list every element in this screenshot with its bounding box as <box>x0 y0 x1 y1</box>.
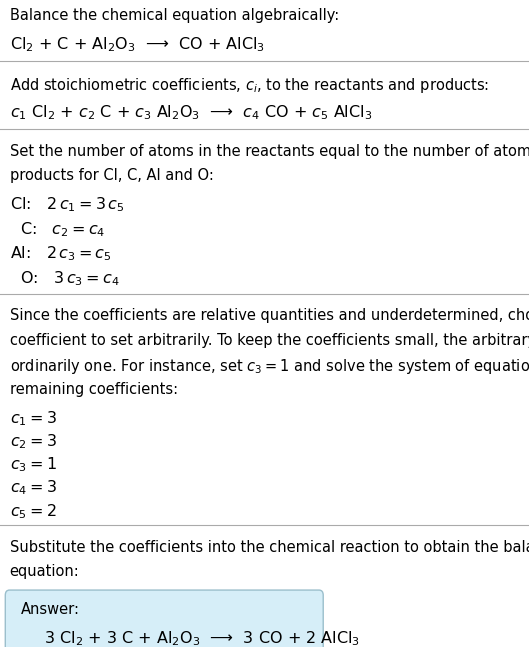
Text: $c_3 = 1$: $c_3 = 1$ <box>10 455 56 474</box>
FancyBboxPatch shape <box>5 590 323 647</box>
Text: ordinarily one. For instance, set $c_3 = 1$ and solve the system of equations fo: ordinarily one. For instance, set $c_3 =… <box>10 357 529 376</box>
Text: equation:: equation: <box>10 564 79 579</box>
Text: Cl$_2$ + C + Al$_2$O$_3$  ⟶  CO + AlCl$_3$: Cl$_2$ + C + Al$_2$O$_3$ ⟶ CO + AlCl$_3$ <box>10 36 264 54</box>
Text: Add stoichiometric coefficients, $c_i$, to the reactants and products:: Add stoichiometric coefficients, $c_i$, … <box>10 76 489 94</box>
Text: Balance the chemical equation algebraically:: Balance the chemical equation algebraica… <box>10 8 339 23</box>
Text: C:   $c_2 = c_4$: C: $c_2 = c_4$ <box>10 220 105 239</box>
Text: remaining coefficients:: remaining coefficients: <box>10 382 178 397</box>
Text: Substitute the coefficients into the chemical reaction to obtain the balanced: Substitute the coefficients into the che… <box>10 540 529 554</box>
Text: $c_1$ Cl$_2$ + $c_2$ C + $c_3$ Al$_2$O$_3$  ⟶  $c_4$ CO + $c_5$ AlCl$_3$: $c_1$ Cl$_2$ + $c_2$ C + $c_3$ Al$_2$O$_… <box>10 104 372 122</box>
Text: Cl:   $2\,c_1 = 3\,c_5$: Cl: $2\,c_1 = 3\,c_5$ <box>10 195 124 214</box>
Text: $c_5 = 2$: $c_5 = 2$ <box>10 502 56 521</box>
Text: Answer:: Answer: <box>21 602 80 617</box>
Text: Set the number of atoms in the reactants equal to the number of atoms in the: Set the number of atoms in the reactants… <box>10 144 529 159</box>
Text: $3$ Cl$_2$ + $3$ C + Al$_2$O$_3$  ⟶  $3$ CO + $2$ AlCl$_3$: $3$ Cl$_2$ + $3$ C + Al$_2$O$_3$ ⟶ $3$ C… <box>44 630 360 647</box>
Text: Since the coefficients are relative quantities and underdetermined, choose a: Since the coefficients are relative quan… <box>10 308 529 323</box>
Text: O:   $3\,c_3 = c_4$: O: $3\,c_3 = c_4$ <box>10 269 119 288</box>
Text: products for Cl, C, Al and O:: products for Cl, C, Al and O: <box>10 168 213 183</box>
Text: Al:   $2\,c_3 = c_5$: Al: $2\,c_3 = c_5$ <box>10 245 111 263</box>
Text: $c_1 = 3$: $c_1 = 3$ <box>10 409 56 428</box>
Text: $c_2 = 3$: $c_2 = 3$ <box>10 432 56 451</box>
Text: $c_4 = 3$: $c_4 = 3$ <box>10 479 56 498</box>
Text: coefficient to set arbitrarily. To keep the coefficients small, the arbitrary va: coefficient to set arbitrarily. To keep … <box>10 333 529 347</box>
